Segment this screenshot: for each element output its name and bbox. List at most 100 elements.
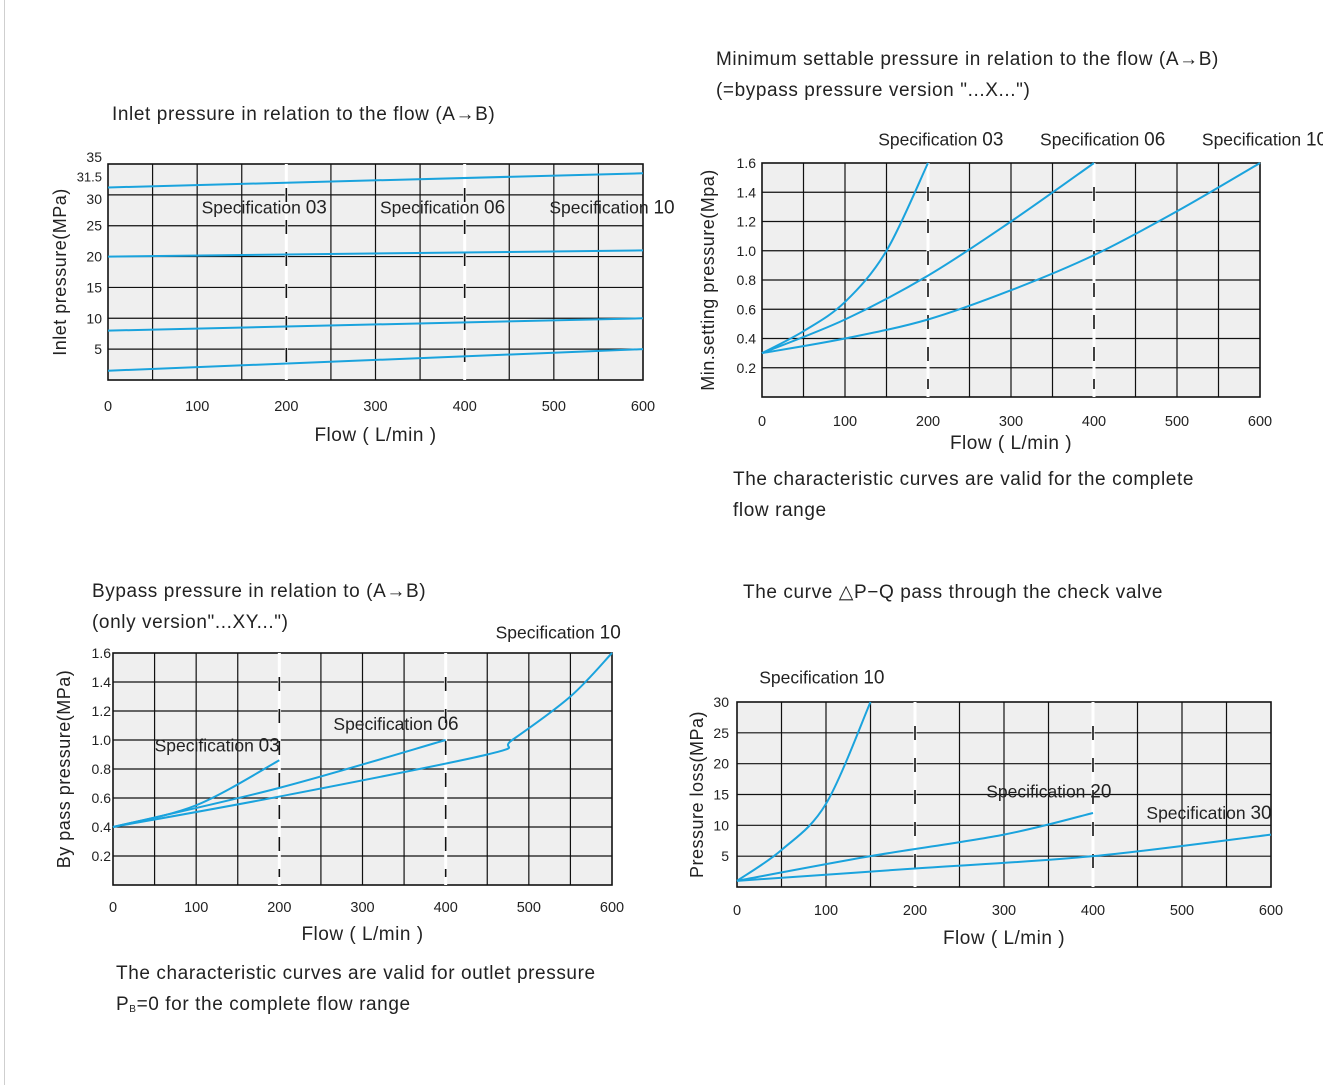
bypass-y-tick-label: 1.6 <box>92 645 112 661</box>
inlet-x-tick-label: 600 <box>631 399 655 415</box>
check_valve-annotation: Specification 30 <box>1146 803 1271 824</box>
min-setting-title-line-2: (=bypass pressure version "...X...") <box>716 80 1031 101</box>
check_valve-series-line-3 <box>736 833 1272 882</box>
bypass-y-tick-label: 0.4 <box>92 819 112 835</box>
min_setting-annotation: Specification 03 <box>878 129 1003 150</box>
bypass-annotation: Specification 03 <box>155 736 280 757</box>
check_valve-x-axis-label: Flow ( L/min ) <box>943 928 1065 949</box>
check_valve-x-tick-label: 200 <box>903 903 927 919</box>
bypass-series-line-2 <box>112 739 446 828</box>
inlet-series-line-3 <box>107 249 644 258</box>
bypass-x-tick-label: 400 <box>434 900 458 916</box>
bypass-x-tick-label: 300 <box>350 900 374 916</box>
inlet-y-tick-label: 35 <box>86 149 102 165</box>
min_setting-y-tick-label: 1.0 <box>737 243 757 259</box>
min_setting-series-line-3 <box>761 162 1261 355</box>
min_setting-y-tick-label: 0.8 <box>737 272 757 288</box>
inlet-y-tick-label: 31.5 <box>77 170 102 185</box>
inlet-x-tick-label: 200 <box>274 399 298 415</box>
check_valve-y-tick-label: 5 <box>721 848 729 864</box>
inlet-annotation: Specification 10 <box>549 197 674 218</box>
check_valve-y-tick-label: 20 <box>713 756 729 772</box>
min_setting-y-tick-label: 1.4 <box>737 184 757 200</box>
bypass-y-tick-label: 0.8 <box>92 761 112 777</box>
min_setting-x-tick-label: 400 <box>1082 414 1106 430</box>
page-left-border <box>4 0 5 1085</box>
min-setting-note-line-1: The characteristic curves are valid for … <box>733 469 1194 490</box>
bypass-chart-title: Bypass pressure in relation to (A→B) (on… <box>92 576 426 638</box>
min-setting-chart-note: The characteristic curves are valid for … <box>733 464 1194 526</box>
check_valve-y-tick-label: 10 <box>713 817 729 833</box>
bypass-title-line-1: Bypass pressure in relation to (A→B) <box>92 581 427 602</box>
inlet-x-tick-label: 300 <box>363 399 387 415</box>
inlet-series-line-2 <box>107 317 644 332</box>
check_valve-series-line-1 <box>736 701 872 882</box>
bypass-y-tick-label: 0.2 <box>92 848 112 864</box>
min_setting-y-axis-label: Min.setting pressure(Mpa) <box>698 169 718 391</box>
min_setting-series-line-2 <box>761 162 1095 355</box>
check_valve-y-tick-label: 15 <box>713 787 729 803</box>
min_setting-y-tick-label: 0.4 <box>737 331 757 347</box>
inlet-chart-title: Inlet pressure in relation to the flow (… <box>112 104 496 125</box>
check_valve-y-axis-label: Pressure loss(MPa) <box>687 711 707 878</box>
inlet-x-tick-label: 100 <box>185 399 209 415</box>
check_valve-annotation: Specification 20 <box>986 782 1111 803</box>
inlet-y-axis-label: Inlet pressure(MPa) <box>50 188 70 356</box>
min_setting-y-tick-label: 1.6 <box>737 155 757 171</box>
min_setting-y-tick-label: 0.2 <box>737 360 757 376</box>
min_setting-y-tick-label: 0.6 <box>737 301 757 317</box>
bypass-series-line-3 <box>112 652 613 828</box>
check_valve-series-line-2 <box>736 812 1094 882</box>
bypass-note-subscript: B <box>129 1004 137 1015</box>
bypass-x-tick-label: 200 <box>267 900 291 916</box>
bypass-x-axis-label: Flow ( L/min ) <box>301 924 423 945</box>
check_valve-annotation: Specification 10 <box>759 668 884 689</box>
min_setting-x-tick-label: 100 <box>833 414 857 430</box>
check_valve-x-tick-label: 400 <box>1081 903 1105 919</box>
min-setting-title-line-1: Minimum settable pressure in relation to… <box>716 49 1219 70</box>
bypass-note-p: P <box>116 994 130 1015</box>
min_setting-x-tick-label: 200 <box>916 414 940 430</box>
bypass-x-tick-label: 0 <box>109 900 117 916</box>
check_valve-x-tick-label: 0 <box>733 903 741 919</box>
bypass-y-tick-label: 0.6 <box>92 790 112 806</box>
check-valve-chart-title: The curve △P−Q pass through the check va… <box>743 582 1164 603</box>
inlet-x-tick-label: 500 <box>542 399 566 415</box>
min_setting-x-axis-label: Flow ( L/min ) <box>950 433 1072 454</box>
bypass-chart-note: The characteristic curves are valid for … <box>116 958 596 1025</box>
inlet-annotation: Specification 03 <box>202 197 327 218</box>
bypass-y-tick-label: 1.0 <box>92 732 112 748</box>
check_valve-x-tick-label: 300 <box>992 903 1016 919</box>
bypass-title-line-2: (only version"...XY...") <box>92 612 289 633</box>
bypass-y-tick-label: 1.4 <box>92 674 112 690</box>
inlet-y-tick-label: 10 <box>86 310 102 326</box>
bypass-y-tick-label: 1.2 <box>92 703 112 719</box>
bypass-note-line-1: The characteristic curves are valid for … <box>116 963 596 984</box>
bypass-note-line-2: PB=0 for the complete flow range <box>116 989 596 1025</box>
bypass-x-tick-label: 600 <box>600 900 624 916</box>
check_valve-y-tick-label: 30 <box>713 694 729 710</box>
min_setting-series-line-1 <box>761 162 929 355</box>
min-setting-note-line-2: flow range <box>733 500 827 521</box>
bypass-annotation: Specification 06 <box>333 714 458 735</box>
bypass-x-tick-label: 500 <box>517 900 541 916</box>
inlet-x-tick-label: 400 <box>453 399 477 415</box>
min_setting-x-tick-label: 0 <box>758 414 766 430</box>
inlet-series-line-1 <box>107 348 644 372</box>
min_setting-x-tick-label: 500 <box>1165 414 1189 430</box>
min_setting-annotation: Specification 06 <box>1040 129 1165 150</box>
inlet-y-tick-label: 30 <box>86 191 102 207</box>
check_valve-x-tick-label: 600 <box>1259 903 1283 919</box>
min_setting-x-tick-label: 600 <box>1248 414 1272 430</box>
check_valve-x-tick-label: 500 <box>1170 903 1194 919</box>
inlet-x-axis-label: Flow ( L/min ) <box>314 425 436 446</box>
bypass-annotation: Specification 10 <box>496 623 621 644</box>
bypass-y-axis-label: By pass pressure(MPa) <box>54 670 74 869</box>
min_setting-annotation: Specification 10 <box>1202 129 1323 150</box>
min-setting-chart-title: Minimum settable pressure in relation to… <box>716 44 1219 106</box>
inlet-series-line-4 <box>107 172 644 189</box>
check_valve-x-tick-label: 100 <box>814 903 838 919</box>
check_valve-y-tick-label: 25 <box>713 725 729 741</box>
inlet-y-tick-label: 5 <box>94 341 102 357</box>
